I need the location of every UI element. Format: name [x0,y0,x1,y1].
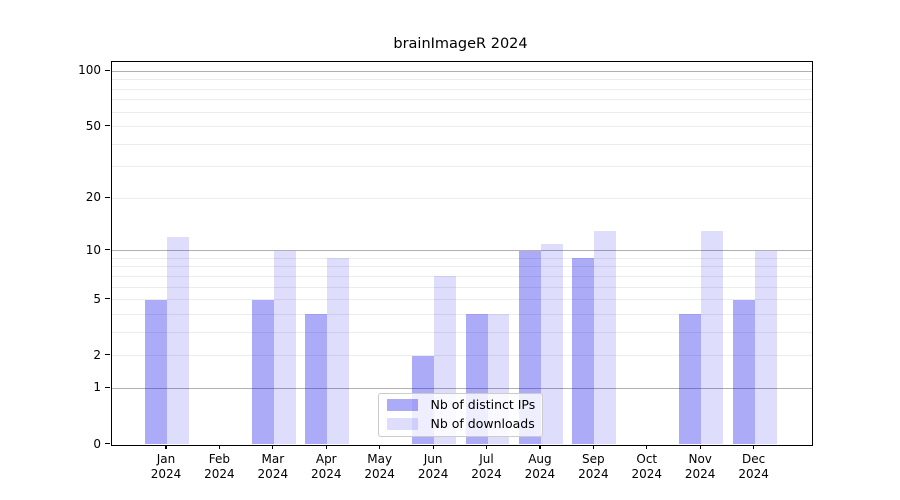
legend-label-downloads: Nb of downloads [430,416,535,432]
y-tick-mark [105,442,110,445]
x-tick-label-dec: Dec 2024 [738,451,769,482]
legend-swatch-downloads [386,418,418,431]
bar-distinct-ips-nov [679,314,702,445]
y-tick-mark [105,386,110,389]
x-tick-label-sep: Sep 2024 [578,451,609,482]
minor-gridline [111,299,812,301]
x-tick-mark [165,444,167,450]
y-tick-label: 5 [93,291,101,306]
y-tick-label: 0 [93,436,101,451]
minor-gridline [111,126,812,128]
y-tick-mark [105,298,110,300]
y-tick-label: 20 [85,190,101,205]
x-tick-label-feb: Feb 2024 [204,451,235,482]
x-tick-label-aug: Aug 2024 [524,451,556,482]
minor-gridline [111,111,812,113]
minor-gridline [111,79,812,81]
legend-label-distinct-ips: Nb of distinct IPs [430,397,536,413]
bar-distinct-ips-sep [572,258,595,445]
y-tick-mark [105,69,110,71]
legend-item-downloads: Nb of downloads [386,416,542,432]
x-tick-mark [592,444,594,450]
minor-gridline [111,143,812,145]
bar-downloads-jan [167,237,189,445]
minor-gridline [111,197,812,199]
y-tick-label: 10 [85,242,101,257]
x-tick-mark [272,444,274,450]
bar-downloads-nov [701,231,724,445]
x-tick-mark [646,444,648,450]
bar-distinct-ips-apr [305,314,328,445]
minor-gridline [111,266,812,268]
x-tick-label-mar: Mar 2024 [257,451,289,482]
y-tick-label: 2 [93,347,101,362]
minor-gridline [111,99,812,101]
x-tick-label-may: May 2024 [364,451,395,482]
bar-downloads-mar [273,250,296,445]
x-tick-mark [753,444,755,450]
major-gridline [111,70,812,72]
legend: Nb of distinct IPs Nb of downloads [377,392,543,437]
x-tick-mark [485,444,488,450]
minor-gridline [111,286,812,288]
x-tick-mark [699,444,701,450]
minor-gridline [111,166,812,168]
y-tick-label: 100 [78,63,101,78]
bar-downloads-sep [594,231,617,445]
y-tick-label: 50 [85,118,101,133]
x-tick-label-jun: Jun 2024 [417,451,449,482]
x-tick-label-jan: Jan 2024 [150,451,182,482]
x-tick-mark [325,444,327,450]
minor-gridline [111,313,812,315]
legend-swatch-distinct-ips [386,399,418,412]
minor-gridline [111,355,812,357]
minor-gridline [111,257,812,259]
bar-distinct-ips-mar [251,299,274,445]
minor-gridline [111,275,812,277]
major-gridline [111,250,812,252]
bar-downloads-apr [327,258,350,445]
minor-gridline [111,88,812,90]
bar-downloads-aug [540,243,563,445]
y-tick-mark [105,196,110,198]
bar-distinct-ips-jan [145,299,167,445]
y-tick-mark [105,124,110,127]
x-tick-mark [218,444,220,450]
minor-gridline [111,331,812,333]
y-tick-mark [105,354,110,356]
plot-area [110,60,813,446]
x-tick-label-oct: Oct 2024 [631,451,663,482]
y-tick-label: 1 [93,380,101,395]
x-tick-mark [379,444,381,450]
bar-downloads-dec [754,250,777,445]
bar-distinct-ips-dec [732,299,755,445]
legend-item-distinct-ips: Nb of distinct IPs [386,397,542,413]
y-tick-mark [105,248,110,251]
x-tick-label-apr: Apr 2024 [310,451,342,482]
x-tick-label-nov: Nov 2024 [684,451,716,482]
chart-title: brainImageR 2024 [393,36,528,52]
major-gridline [111,387,812,389]
x-tick-mark [539,444,541,450]
x-tick-label-jul: Jul 2024 [471,451,502,482]
x-tick-mark [432,444,434,450]
